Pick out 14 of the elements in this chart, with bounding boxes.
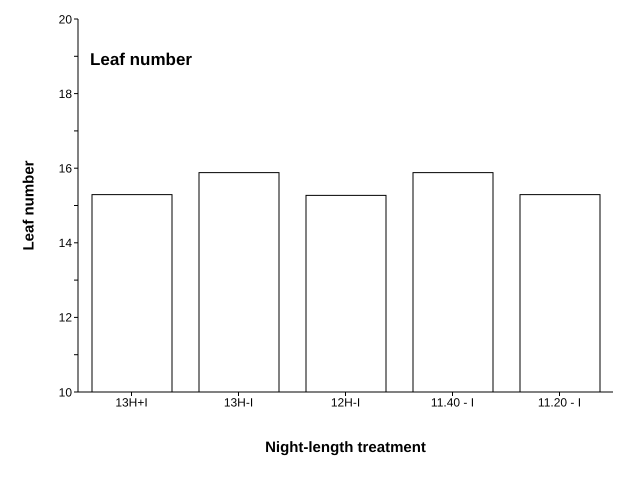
x-axis-title: Night-length treatment xyxy=(265,439,426,456)
y-tick-label: 14 xyxy=(58,236,72,250)
y-tick-label: 10 xyxy=(58,385,72,400)
y-tick-label: 16 xyxy=(58,161,72,176)
x-tick-label: 13H+I xyxy=(115,396,148,410)
y-axis-title: Leaf number xyxy=(20,160,38,251)
text: Leaf number xyxy=(90,50,192,70)
y-tick-label: 20 xyxy=(58,12,72,26)
y-tick-label: 18 xyxy=(58,86,72,101)
x-tick-label: 12H-I xyxy=(330,396,360,410)
x-tick-label: 13H-I xyxy=(224,396,254,410)
x-tick-label: 11.20 - I xyxy=(538,396,582,410)
y-tick-label: 12 xyxy=(58,310,72,325)
x-tick-label: 11.40 - I xyxy=(430,396,474,410)
